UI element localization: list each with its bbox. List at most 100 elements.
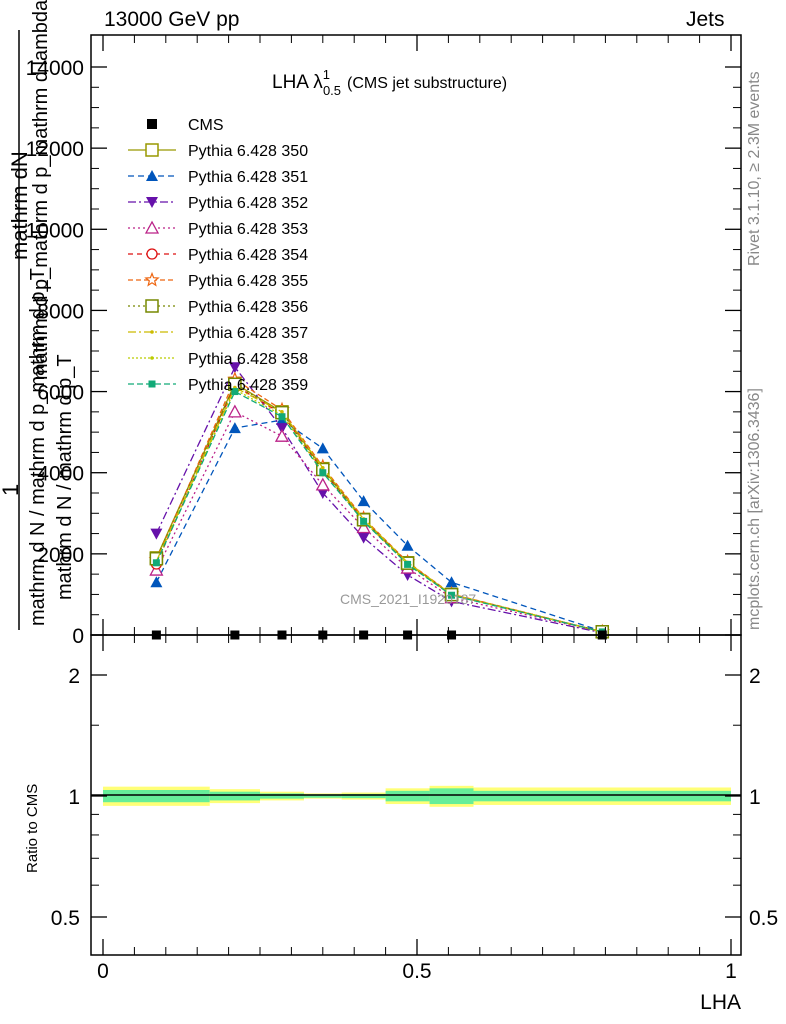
x-tick-label: 0 — [97, 960, 109, 983]
legend-label: Pythia 6.428 358 — [188, 351, 308, 368]
legend-label: Pythia 6.428 355 — [188, 273, 308, 290]
x-axis-label: LHA — [700, 991, 741, 1014]
series-point — [401, 539, 414, 551]
ratio-y-tick-label-right: 2 — [749, 665, 761, 688]
legend-entry: Pythia 6.428 358 — [128, 351, 308, 368]
series-point — [274, 428, 290, 442]
legend-label: Pythia 6.428 350 — [188, 143, 308, 160]
chart-title: LHA λ1 0.5 (CMS jet substructure) — [272, 67, 507, 98]
ratio-y-tick-label-right: 1 — [749, 786, 761, 809]
y-axis-label-numerator-overlap: mathrm d p_mathrm d p_mathrm d lambda — [30, 0, 52, 380]
legend-marker — [145, 143, 159, 157]
series-line — [155, 383, 603, 633]
series-point — [275, 423, 288, 435]
series-point — [152, 559, 160, 567]
ratio-y-tick-label: 0.5 — [51, 907, 80, 930]
ratio-uncertainty-bands — [103, 785, 731, 807]
ratio-inner-band — [209, 791, 260, 801]
y-tick-label: 8000 — [37, 300, 84, 323]
watermark: CMS_2021_I1920187 — [340, 591, 476, 607]
legend-entry: Pythia 6.428 357 — [128, 325, 308, 342]
y-tick-label: 14000 — [26, 57, 84, 80]
legend-label: Pythia 6.428 351 — [188, 169, 308, 186]
series-point — [356, 520, 371, 534]
legend-entry: Pythia 6.428 359 — [128, 377, 308, 394]
series-point — [319, 469, 327, 477]
y-tick-label: 6000 — [37, 382, 84, 405]
series-point — [448, 591, 456, 599]
process-label: Jets — [686, 8, 725, 31]
y-tick-label: 4000 — [37, 463, 84, 486]
legend-marker — [146, 170, 158, 181]
series-line — [155, 378, 603, 633]
series-line — [155, 419, 603, 632]
collision-label: 13000 GeV pp — [104, 8, 240, 31]
ratio-inner-band — [385, 790, 430, 802]
legend-marker — [146, 248, 158, 260]
x-tick-label: 1 — [725, 960, 737, 983]
series-point — [321, 466, 325, 470]
legend-entry: Pythia 6.428 351 — [128, 169, 308, 186]
legend-marker — [147, 119, 157, 129]
series-line — [155, 365, 603, 634]
legend-label: Pythia 6.428 357 — [188, 325, 308, 342]
ratio-inner-band — [260, 793, 304, 799]
ratio-y-axis-label: Ratio to CMS — [24, 784, 41, 873]
legend-entry: Pythia 6.428 352 — [128, 195, 308, 212]
legend-label: Pythia 6.428 354 — [188, 247, 308, 264]
legend-entry: Pythia 6.428 356 — [128, 299, 308, 316]
ratio-inner-band — [473, 790, 731, 802]
series-point — [278, 413, 286, 421]
legend-entry-cms: CMS — [147, 117, 224, 134]
series-point — [231, 388, 239, 396]
series-point — [150, 576, 163, 588]
ratio-inner-band — [341, 793, 386, 799]
series-point — [280, 410, 284, 414]
legend-label: CMS — [188, 117, 224, 134]
series-line — [155, 411, 603, 633]
series-point — [228, 362, 241, 374]
y-tick-label: 0 — [72, 625, 84, 648]
x-tick-label: 0.5 — [402, 960, 431, 983]
legend: CMS Pythia 6.428 350 Pythia 6.428 351 Pythi… — [128, 117, 308, 394]
series-point — [150, 528, 163, 540]
legend-entry: Pythia 6.428 350 — [128, 143, 308, 160]
series-point — [357, 495, 370, 507]
legend-marker — [146, 197, 158, 208]
y-axis-label-denominator: mathrm d N / mathrm d p_mathrm d p_T — [27, 268, 49, 626]
legend-label: Pythia 6.428 359 — [188, 377, 308, 394]
y-tick-label: 10000 — [26, 219, 84, 242]
y-tick-label: 2000 — [37, 544, 84, 567]
legend-label: Pythia 6.428 353 — [188, 221, 308, 238]
legend-marker — [150, 330, 154, 334]
ratio-inner-band — [303, 794, 342, 798]
legend-entry: Pythia 6.428 353 — [128, 220, 308, 238]
legend-entry: Pythia 6.428 355 — [128, 271, 308, 290]
series-point — [316, 442, 329, 454]
series-point — [227, 404, 242, 418]
legend-marker — [148, 380, 156, 388]
series-point — [445, 576, 458, 588]
legend-marker — [144, 220, 160, 234]
y-axis-label-denominator-overlap: mathrm d N / mathrm d p_T — [54, 354, 76, 600]
series-point — [360, 517, 368, 525]
ratio-y-tick-label-right: 0.5 — [749, 907, 778, 930]
ratio-y-tick-label: 2 — [68, 665, 80, 688]
ratio-y-tick-label: 1 — [68, 786, 80, 809]
y-axis-label-one: 1 — [0, 484, 23, 496]
series-point — [316, 488, 329, 499]
ratio-inner-band — [429, 788, 474, 805]
chart-title-note: (CMS jet substructure) — [347, 75, 507, 92]
legend-label: Pythia 6.428 352 — [188, 195, 308, 212]
series-line — [155, 390, 603, 633]
ratio-plot-frame — [90, 634, 742, 956]
series-point — [357, 532, 370, 544]
y-tick-label: 12000 — [26, 138, 84, 161]
chart-title-sup: 1 — [323, 67, 330, 82]
legend-marker — [145, 299, 159, 313]
series-line — [155, 386, 603, 633]
legend-label: Pythia 6.428 356 — [188, 299, 308, 316]
series-point — [404, 560, 412, 568]
legend-marker — [150, 356, 154, 360]
